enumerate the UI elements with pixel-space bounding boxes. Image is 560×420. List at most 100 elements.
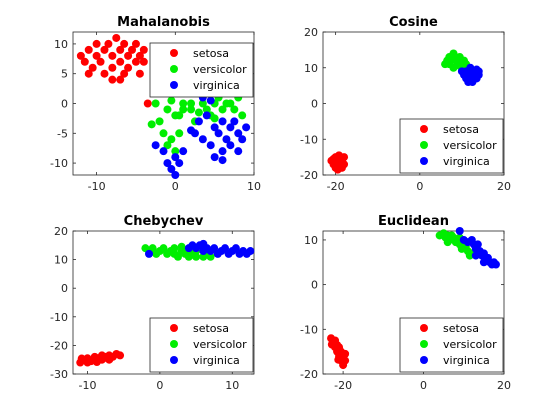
data-point-setosa: [116, 45, 125, 54]
data-point-virginica: [455, 227, 464, 235]
data-point-virginica: [210, 153, 219, 162]
legend-marker-virginica: [170, 81, 178, 89]
legend: setosa versicolor virginica: [399, 118, 504, 174]
legend-marker-versicolor: [420, 141, 428, 149]
data-point-versicolor: [198, 99, 207, 108]
data-point-virginica: [471, 251, 480, 260]
data-point-virginica: [218, 117, 227, 126]
y-tick-label: -5: [57, 127, 68, 140]
series-setosa: [76, 33, 152, 108]
y-tick-label: -20: [300, 368, 318, 381]
data-point-virginica: [210, 123, 219, 132]
data-point-virginica: [473, 240, 482, 249]
data-point-setosa: [92, 51, 101, 60]
series-setosa: [76, 349, 125, 367]
data-point-setosa: [327, 340, 336, 349]
data-point-setosa: [139, 57, 148, 66]
x-tick-label: -20: [327, 180, 345, 193]
data-point-setosa: [120, 39, 129, 48]
data-point-versicolor: [218, 105, 227, 114]
data-point-versicolor: [202, 105, 211, 114]
data-point-versicolor: [187, 105, 196, 114]
data-point-virginica: [145, 249, 154, 258]
y-tick-label: -10: [300, 323, 318, 336]
data-point-virginica: [179, 147, 188, 156]
data-point-versicolor: [230, 105, 239, 114]
data-point-virginica: [246, 247, 255, 256]
data-point-setosa: [131, 57, 140, 66]
legend-label-versicolor: versicolor: [193, 338, 247, 351]
series-versicolor: [147, 93, 247, 156]
data-point-versicolor: [170, 244, 179, 253]
legend-label-setosa: setosa: [443, 322, 479, 335]
data-point-setosa: [124, 63, 133, 72]
y-tick-label: 10: [304, 62, 318, 75]
data-point-setosa: [108, 75, 117, 84]
legend-label-virginica: virginica: [443, 354, 490, 367]
subplot-cosine: Cosine -20 0 20 -20 -10 0 10 20 setosa versicolor v…: [300, 15, 511, 193]
data-point-versicolor: [226, 99, 235, 108]
data-point-virginica: [218, 147, 227, 156]
y-tick-label: 0: [311, 279, 318, 292]
legend-marker-virginica: [420, 356, 428, 364]
data-point-virginica: [199, 239, 208, 248]
y-tick-label: 20: [304, 26, 318, 39]
data-point-setosa: [77, 354, 86, 363]
data-point-setosa: [131, 39, 140, 48]
data-point-versicolor: [443, 238, 452, 247]
data-point-setosa: [116, 351, 125, 360]
data-point-versicolor: [148, 244, 157, 253]
data-point-setosa: [108, 63, 117, 72]
data-point-versicolor: [179, 105, 188, 114]
x-tick-label: 0: [172, 180, 179, 193]
data-point-setosa: [120, 69, 129, 78]
subplot-euclidean: Euclidean -20 0 20 -20 -10 0 10 setosa versicolor…: [300, 214, 511, 392]
data-point-setosa: [341, 349, 350, 358]
data-point-setosa: [334, 355, 343, 364]
legend-label-setosa: setosa: [193, 47, 229, 60]
data-point-virginica: [167, 165, 176, 174]
data-point-virginica: [198, 135, 207, 144]
data-point-setosa: [135, 69, 144, 78]
data-point-virginica: [190, 129, 199, 138]
data-point-setosa: [84, 45, 93, 54]
data-point-virginica: [222, 135, 231, 144]
data-point-setosa: [108, 51, 117, 60]
data-point-versicolor: [163, 105, 172, 114]
data-point-virginica: [194, 117, 203, 126]
data-point-virginica: [206, 141, 215, 150]
data-point-virginica: [218, 156, 227, 165]
data-point-versicolor: [171, 147, 180, 156]
y-tick-label: 10: [54, 254, 68, 267]
data-point-virginica: [163, 159, 172, 168]
legend: setosa versicolor virginica: [149, 317, 254, 373]
data-point-versicolor: [206, 252, 215, 261]
data-point-virginica: [238, 135, 247, 144]
data-point-versicolor: [167, 135, 176, 144]
data-point-virginica: [231, 244, 240, 253]
y-tick-label: -10: [50, 311, 68, 324]
subplot-title: Cosine: [389, 15, 438, 30]
data-point-setosa: [330, 159, 339, 168]
data-point-setosa: [80, 57, 89, 66]
data-point-versicolor: [175, 111, 184, 120]
y-tick-label: 10: [54, 38, 68, 51]
data-point-setosa: [104, 39, 113, 48]
legend-label-virginica: virginica: [193, 79, 240, 92]
legend-box: [149, 42, 254, 98]
y-tick-label: 10: [304, 234, 318, 247]
series-setosa: [327, 151, 349, 174]
data-point-virginica: [226, 141, 235, 150]
legend-marker-versicolor: [420, 340, 428, 348]
subplot-title: Euclidean: [378, 214, 449, 229]
series-virginica: [455, 227, 500, 269]
data-point-versicolor: [147, 120, 156, 129]
data-point-virginica: [472, 65, 481, 74]
data-point-versicolor: [155, 117, 164, 126]
data-point-virginica: [242, 123, 251, 132]
data-point-versicolor: [238, 111, 247, 120]
data-point-virginica: [159, 147, 168, 156]
x-tick-label: 0: [416, 180, 423, 193]
data-point-setosa: [88, 63, 97, 72]
data-point-versicolor: [179, 99, 188, 108]
